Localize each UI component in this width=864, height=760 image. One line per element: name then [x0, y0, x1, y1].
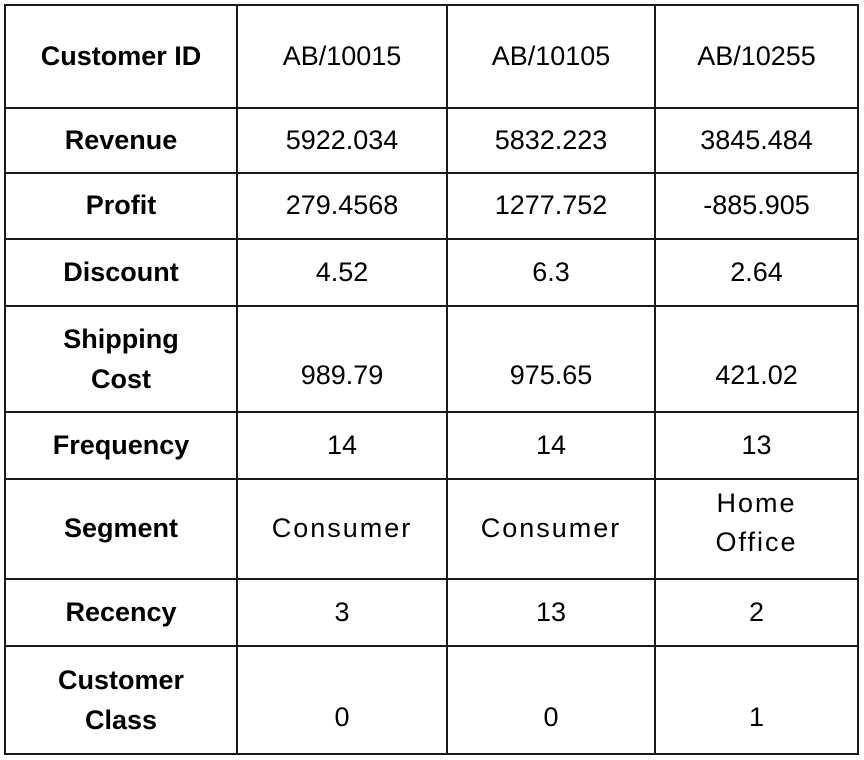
table-cell: AB/10255	[654, 4, 859, 109]
table-cell: AB/10015	[236, 4, 448, 109]
table-cell: 279.4568	[236, 172, 448, 240]
table-cell: 4.52	[236, 238, 448, 307]
table-cell: 1277.752	[446, 172, 656, 240]
customer-data-table: Customer ID AB/10015 AB/10105 AB/10255 R…	[4, 4, 859, 755]
table-row-profit: Profit 279.4568 1277.752 -885.905	[4, 172, 859, 240]
row-header: Segment	[4, 478, 238, 580]
row-header: Customer Class	[4, 645, 238, 755]
table-cell: 14	[446, 411, 656, 480]
row-header: Profit	[4, 172, 238, 240]
row-header-line: Cost	[91, 364, 151, 394]
row-header: Frequency	[4, 411, 238, 480]
row-header: Recency	[4, 578, 238, 647]
table-cell: 1	[654, 645, 859, 755]
table-cell: 2	[654, 578, 859, 647]
table-cell: 5832.223	[446, 107, 656, 174]
table-cell: -885.905	[654, 172, 859, 240]
row-header: Revenue	[4, 107, 238, 174]
table-cell: 13	[446, 578, 656, 647]
table-row-discount: Discount 4.52 6.3 2.64	[4, 238, 859, 307]
row-header-line: Shipping	[63, 323, 179, 354]
table-row-revenue: Revenue 5922.034 5832.223 3845.484	[4, 107, 859, 174]
row-header-line: Customer	[57, 664, 185, 695]
table-cell: 0	[236, 645, 448, 755]
table-cell: 13	[654, 411, 859, 480]
table-cell: 3	[236, 578, 448, 647]
table-row-segment: Segment Consumer Consumer Home Office	[4, 478, 859, 580]
table-row-frequency: Frequency 14 14 13	[4, 411, 859, 480]
table-cell: Home Office	[654, 478, 859, 580]
row-header: Shipping Cost	[4, 305, 238, 413]
table-cell: 5922.034	[236, 107, 448, 174]
table-cell: 0	[446, 645, 656, 755]
row-header: Discount	[4, 238, 238, 307]
cell-line: Home	[716, 488, 797, 518]
row-header: Customer ID	[4, 4, 238, 109]
table-cell: 421.02	[654, 305, 859, 413]
table-cell: 6.3	[446, 238, 656, 307]
table-cell: 14	[236, 411, 448, 480]
table-row-shipping-cost: Shipping Cost 989.79 975.65 421.02	[4, 305, 859, 413]
table-cell: 975.65	[446, 305, 656, 413]
cell-line: Office	[715, 527, 798, 558]
table-cell: Consumer	[236, 478, 448, 580]
table-cell: AB/10105	[446, 4, 656, 109]
table-row-recency: Recency 3 13 2	[4, 578, 859, 647]
table-row-customer-class: Customer Class 0 0 1	[4, 645, 859, 755]
table-cell: Consumer	[446, 478, 656, 580]
row-header-line: Class	[84, 705, 158, 735]
table-cell: 989.79	[236, 305, 448, 413]
table-cell: 2.64	[654, 238, 859, 307]
table-cell: 3845.484	[654, 107, 859, 174]
table-row-customer-id: Customer ID AB/10015 AB/10105 AB/10255	[4, 4, 859, 109]
